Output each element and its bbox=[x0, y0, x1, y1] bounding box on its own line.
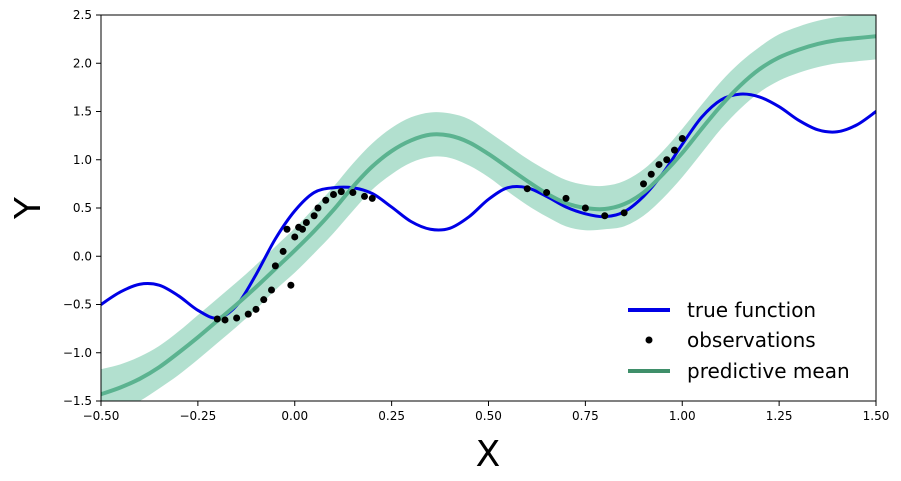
observation-point bbox=[252, 305, 260, 313]
y-tick-label: 0.5 bbox=[73, 201, 92, 215]
observation-point bbox=[271, 262, 279, 270]
observation-point bbox=[287, 281, 295, 289]
observation-point bbox=[233, 314, 241, 322]
observation-point bbox=[299, 225, 306, 233]
observation-point bbox=[337, 188, 345, 196]
observation-point bbox=[581, 204, 589, 212]
series-layer bbox=[101, 34, 876, 397]
confidence-band bbox=[101, 15, 876, 401]
y-tick-label: −1.0 bbox=[63, 346, 92, 360]
observation-point bbox=[523, 185, 531, 193]
x-tick-label: 0.50 bbox=[475, 409, 502, 423]
observation-point bbox=[647, 170, 655, 178]
observation-point bbox=[349, 189, 357, 197]
observation-point bbox=[678, 135, 686, 143]
confidence-band-layer bbox=[101, 15, 876, 401]
observation-point bbox=[640, 180, 647, 188]
legend-label: true function bbox=[687, 298, 816, 322]
x-axis: −0.50 −0.25 0.00 0.25 0.50 0.75 1.00 1.25 1.50 bbox=[83, 401, 890, 423]
observation-point bbox=[543, 189, 551, 197]
legend-label: predictive mean bbox=[687, 359, 850, 383]
x-tick-label: 0.00 bbox=[281, 409, 308, 423]
y-tick-label: 1.5 bbox=[73, 105, 92, 119]
y-tick-label: 1.0 bbox=[73, 153, 92, 167]
legend: true function observations predictive mean bbox=[628, 298, 850, 383]
y-tick-label: −0.5 bbox=[63, 298, 92, 312]
observation-point bbox=[655, 161, 663, 169]
observation-point bbox=[221, 316, 229, 324]
x-tick-label: 1.25 bbox=[766, 409, 793, 423]
x-tick-label: −0.50 bbox=[83, 409, 120, 423]
y-tick-label: 0.0 bbox=[73, 249, 92, 263]
predictive-mean-line bbox=[101, 34, 876, 397]
observation-point bbox=[314, 204, 322, 212]
observation-point bbox=[620, 209, 628, 217]
x-axis-title: X bbox=[476, 434, 501, 475]
observation-point bbox=[361, 192, 368, 200]
legend-label: observations bbox=[687, 328, 816, 352]
observation-point bbox=[671, 146, 678, 154]
y-tick-label: 2.0 bbox=[73, 56, 92, 70]
observation-point bbox=[310, 212, 318, 220]
y-tick-label: 2.5 bbox=[73, 8, 92, 22]
observation-point bbox=[268, 286, 275, 294]
x-tick-label: −0.25 bbox=[179, 409, 216, 423]
y-axis-title: Y bbox=[8, 196, 49, 220]
observation-point bbox=[213, 315, 221, 323]
observation-point bbox=[663, 156, 671, 164]
observation-point bbox=[291, 233, 299, 241]
x-tick-label: 0.25 bbox=[378, 409, 405, 423]
observation-point bbox=[322, 196, 330, 204]
y-axis: −1.5 −1.0 −0.5 0.0 0.5 1.0 1.5 2.0 2.5 bbox=[63, 8, 101, 408]
observation-point bbox=[368, 194, 376, 202]
observations-layer bbox=[213, 135, 686, 324]
observation-point bbox=[302, 218, 310, 226]
observation-point bbox=[244, 310, 252, 318]
x-tick-label: 1.50 bbox=[863, 409, 890, 423]
observation-point bbox=[260, 296, 268, 304]
y-tick-label: −1.5 bbox=[63, 394, 92, 408]
observation-point bbox=[279, 247, 287, 255]
observation-point bbox=[283, 225, 291, 233]
observation-point bbox=[330, 190, 337, 198]
observation-point bbox=[601, 212, 609, 220]
legend-swatch-observations bbox=[645, 336, 653, 344]
x-tick-label: 0.75 bbox=[572, 409, 599, 423]
observation-point bbox=[562, 194, 570, 202]
x-tick-label: 1.00 bbox=[669, 409, 696, 423]
